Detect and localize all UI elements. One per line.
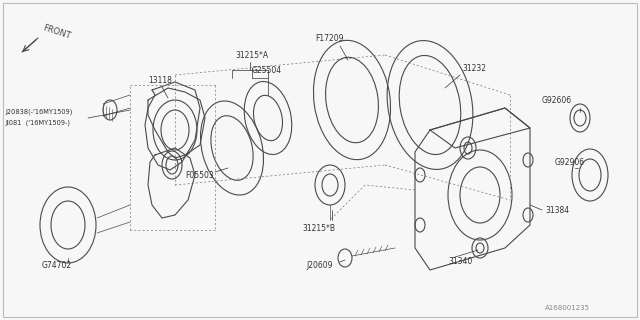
Text: FRONT: FRONT bbox=[42, 23, 72, 41]
Text: G74702: G74702 bbox=[42, 260, 72, 269]
Text: J20838(-'16MY1509): J20838(-'16MY1509) bbox=[5, 109, 72, 115]
Text: 31340: 31340 bbox=[448, 258, 472, 267]
Text: 31215*A: 31215*A bbox=[235, 51, 268, 60]
Text: G92606: G92606 bbox=[542, 95, 572, 105]
Text: J20609: J20609 bbox=[306, 260, 333, 269]
Text: 13118: 13118 bbox=[148, 76, 172, 84]
Text: F05503: F05503 bbox=[185, 171, 214, 180]
Text: 31232: 31232 bbox=[462, 63, 486, 73]
Text: 31384: 31384 bbox=[545, 205, 569, 214]
Text: F17209: F17209 bbox=[315, 34, 344, 43]
Text: 31215*B: 31215*B bbox=[302, 223, 335, 233]
Text: G25504: G25504 bbox=[252, 66, 282, 75]
Text: G92906: G92906 bbox=[555, 157, 585, 166]
Text: JI081  ('16MY1509-): JI081 ('16MY1509-) bbox=[5, 120, 70, 126]
Text: A168001235: A168001235 bbox=[545, 305, 590, 311]
